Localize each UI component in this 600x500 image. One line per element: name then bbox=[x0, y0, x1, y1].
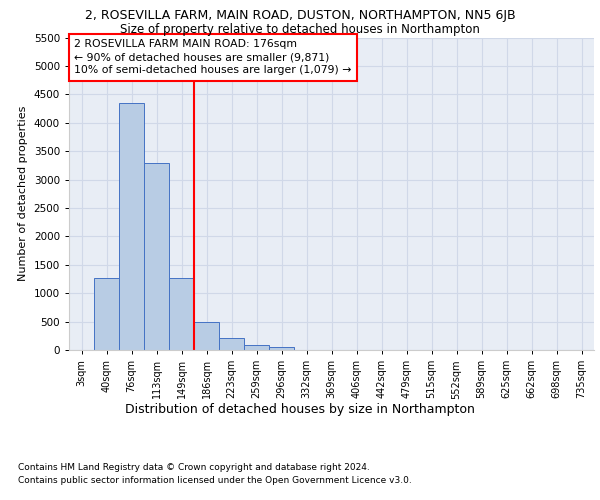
Text: Size of property relative to detached houses in Northampton: Size of property relative to detached ho… bbox=[120, 22, 480, 36]
Bar bbox=[144, 162, 169, 350]
Text: 2, ROSEVILLA FARM, MAIN ROAD, DUSTON, NORTHAMPTON, NN5 6JB: 2, ROSEVILLA FARM, MAIN ROAD, DUSTON, NO… bbox=[85, 9, 515, 22]
Text: 2 ROSEVILLA FARM MAIN ROAD: 176sqm
← 90% of detached houses are smaller (9,871)
: 2 ROSEVILLA FARM MAIN ROAD: 176sqm ← 90%… bbox=[74, 39, 352, 76]
Text: Contains HM Land Registry data © Crown copyright and database right 2024.: Contains HM Land Registry data © Crown c… bbox=[18, 462, 370, 471]
Bar bbox=[94, 278, 119, 350]
Text: Distribution of detached houses by size in Northampton: Distribution of detached houses by size … bbox=[125, 402, 475, 415]
Bar bbox=[244, 345, 269, 350]
Bar bbox=[194, 322, 219, 350]
Y-axis label: Number of detached properties: Number of detached properties bbox=[18, 106, 28, 282]
Bar bbox=[119, 103, 144, 350]
Bar bbox=[169, 278, 194, 350]
Bar bbox=[269, 346, 294, 350]
Bar bbox=[219, 338, 244, 350]
Text: Contains public sector information licensed under the Open Government Licence v3: Contains public sector information licen… bbox=[18, 476, 412, 485]
